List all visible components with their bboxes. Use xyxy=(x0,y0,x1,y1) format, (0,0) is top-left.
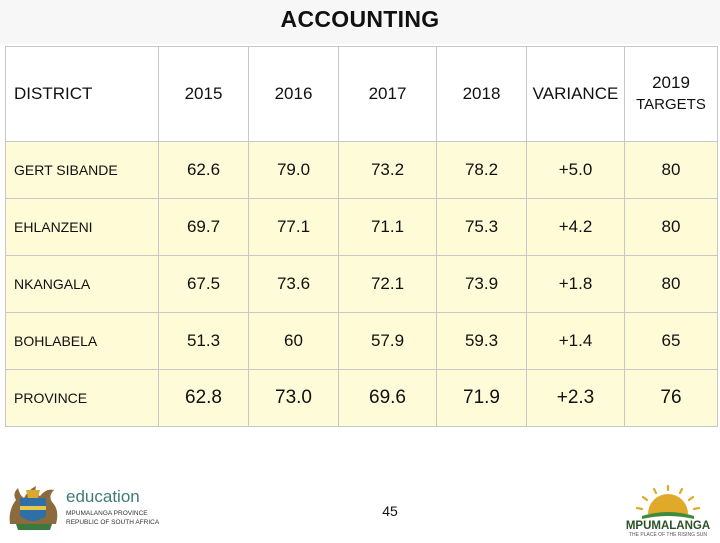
district-name: PROVINCE xyxy=(5,369,159,427)
variance-value: +1.4 xyxy=(526,312,625,370)
value-2016: 79.0 xyxy=(248,141,339,199)
table-row-gert-sibande: GERT SIBANDE 62.6 79.0 73.2 78.2 +5.0 80 xyxy=(5,141,718,199)
target-value: 76 xyxy=(624,369,718,427)
district-name: BOHLABELA xyxy=(5,312,159,370)
header-district: DISTRICT xyxy=(5,46,159,142)
value-2015: 51.3 xyxy=(158,312,249,370)
mpumalanga-logo: MPUMALANGA THE PLACE OF THE RISING SUN xyxy=(622,484,714,538)
table-row-ehlanzeni: EHLANZENI 69.7 77.1 71.1 75.3 +4.2 80 xyxy=(5,198,718,256)
value-2016: 60 xyxy=(248,312,339,370)
mpumalanga-tagline: THE PLACE OF THE RISING SUN xyxy=(629,532,707,538)
value-2016: 77.1 xyxy=(248,198,339,256)
header-targets: 2019 TARGETS xyxy=(624,46,718,142)
value-2016: 73.0 xyxy=(248,369,339,427)
district-name: NKANGALA xyxy=(5,255,159,313)
value-2015: 62.6 xyxy=(158,141,249,199)
value-2015: 69.7 xyxy=(158,198,249,256)
value-2015: 62.8 xyxy=(158,369,249,427)
header-row: DISTRICT 2015 2016 2017 2018 VARIANCE 20… xyxy=(5,46,718,142)
value-2018: 78.2 xyxy=(436,141,527,199)
district-name: GERT SIBANDE xyxy=(5,141,159,199)
district-name: EHLANZENI xyxy=(5,198,159,256)
table-row-nkangala: NKANGALA 67.5 73.6 72.1 73.9 +1.8 80 xyxy=(5,255,718,313)
variance-value: +2.3 xyxy=(526,369,625,427)
value-2015: 67.5 xyxy=(158,255,249,313)
header-year-2015: 2015 xyxy=(158,46,249,142)
variance-value: +5.0 xyxy=(526,141,625,199)
value-2017: 71.1 xyxy=(338,198,437,256)
header-targets-year: 2019 xyxy=(652,73,690,92)
education-word: education xyxy=(66,487,140,506)
coat-of-arms-icon: education MPUMALANGA PROVINCE REPUBLIC O… xyxy=(9,486,160,530)
title-band xyxy=(0,0,720,44)
header-year-2017: 2017 xyxy=(338,46,437,142)
value-2018: 75.3 xyxy=(436,198,527,256)
page-title: ACCOUNTING xyxy=(280,6,440,32)
education-line2: REPUBLIC OF SOUTH AFRICA xyxy=(66,519,160,526)
variance-value: +1.8 xyxy=(526,255,625,313)
target-value: 65 xyxy=(624,312,718,370)
value-2018: 71.9 xyxy=(436,369,527,427)
table-row-bohlabela: BOHLABELA 51.3 60 57.9 59.3 +1.4 65 xyxy=(5,312,718,370)
value-2017: 72.1 xyxy=(338,255,437,313)
target-value: 80 xyxy=(624,141,718,199)
header-year-2018: 2018 xyxy=(436,46,527,142)
target-value: 80 xyxy=(624,255,718,313)
value-2016: 73.6 xyxy=(248,255,339,313)
value-2018: 73.9 xyxy=(436,255,527,313)
header-variance: VARIANCE xyxy=(526,46,625,142)
value-2018: 59.3 xyxy=(436,312,527,370)
results-table: DISTRICT 2015 2016 2017 2018 VARIANCE 20… xyxy=(5,46,718,427)
education-line1: MPUMALANGA PROVINCE xyxy=(66,510,148,517)
table-row-province: PROVINCE 62.8 73.0 69.6 71.9 +2.3 76 xyxy=(5,369,718,427)
value-2017: 57.9 xyxy=(338,312,437,370)
page-number: 45 xyxy=(382,503,398,519)
education-logo: education MPUMALANGA PROVINCE REPUBLIC O… xyxy=(6,480,176,532)
value-2017: 73.2 xyxy=(338,141,437,199)
mpumalanga-word: MPUMALANGA xyxy=(626,520,710,532)
header-year-2016: 2016 xyxy=(248,46,339,142)
variance-value: +4.2 xyxy=(526,198,625,256)
value-2017: 69.6 xyxy=(338,369,437,427)
target-value: 80 xyxy=(624,198,718,256)
header-targets-label: TARGETS xyxy=(636,96,706,113)
rising-sun-icon: MPUMALANGA THE PLACE OF THE RISING SUN xyxy=(626,484,710,538)
